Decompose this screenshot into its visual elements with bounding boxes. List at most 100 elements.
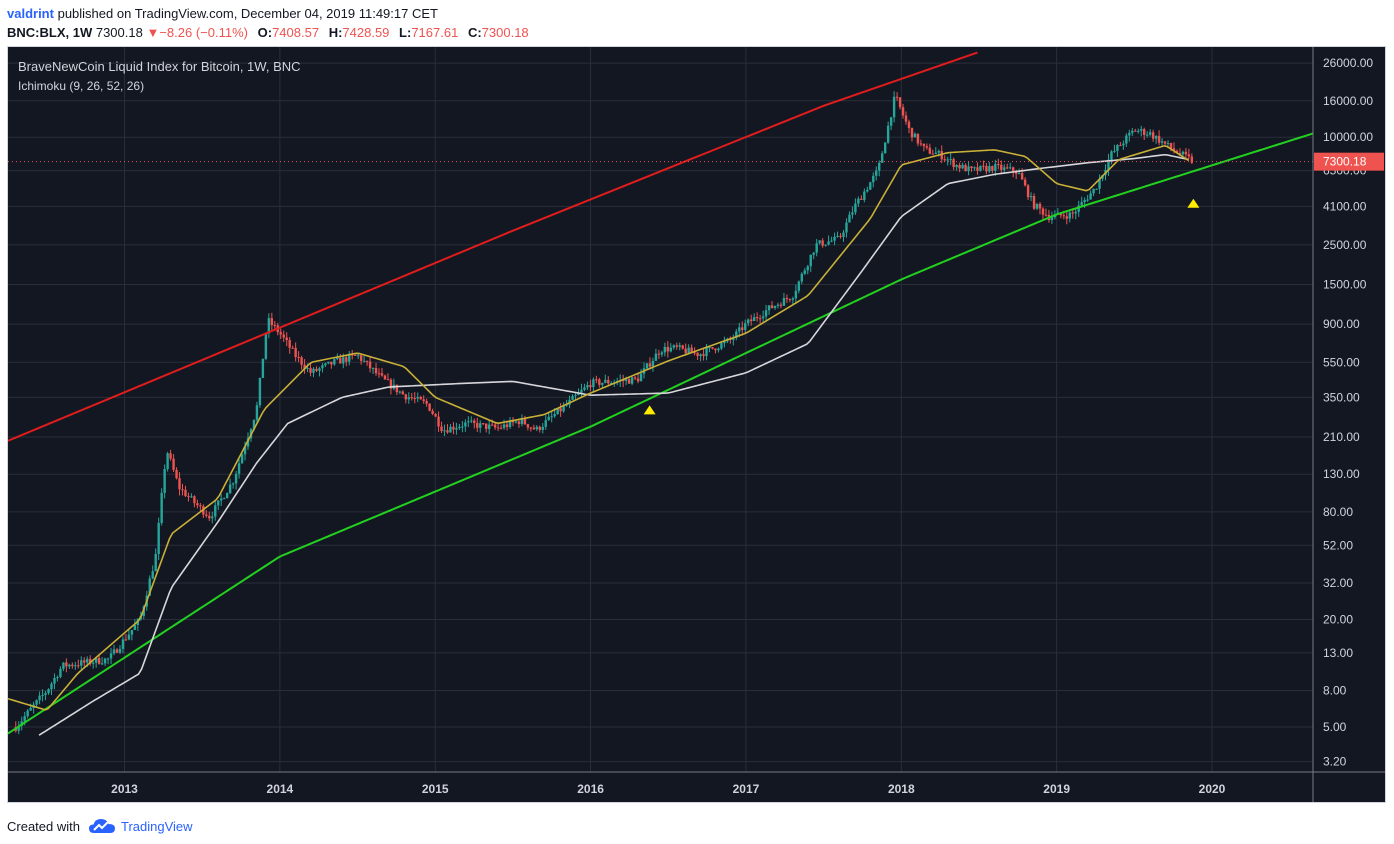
candle-body xyxy=(264,333,268,359)
candle-body xyxy=(336,357,339,360)
last-price: 7300.18 xyxy=(95,25,143,40)
candle-body xyxy=(240,454,244,464)
candle-body xyxy=(71,664,74,667)
candle-body xyxy=(321,365,324,369)
candle-body xyxy=(294,347,297,358)
candle-body xyxy=(196,503,199,506)
candle-body xyxy=(1065,216,1068,219)
candle-body xyxy=(86,658,89,663)
author-link[interactable]: valdrint xyxy=(7,6,54,21)
candle-body xyxy=(220,498,223,501)
candle-body xyxy=(711,347,714,349)
candle-body xyxy=(735,331,738,339)
candle-body xyxy=(1029,195,1033,198)
y-tick-label: 3.20 xyxy=(1323,755,1347,769)
y-tick-label: 8.00 xyxy=(1323,684,1347,698)
candle-body xyxy=(1157,135,1161,143)
candle-body xyxy=(979,165,982,171)
candle-body xyxy=(812,252,815,255)
candle-body xyxy=(523,418,527,425)
candle-body xyxy=(413,398,416,400)
candle-body xyxy=(744,323,747,330)
candle-body xyxy=(199,505,202,507)
candle-body xyxy=(172,458,175,470)
candle-body xyxy=(1140,129,1143,131)
candle-body xyxy=(577,392,580,396)
candle-body xyxy=(359,355,363,361)
candle-body xyxy=(470,420,473,422)
candle-body xyxy=(827,241,830,245)
candle-body xyxy=(526,424,530,428)
candle-body xyxy=(574,395,577,397)
price-chart[interactable]: 26000.0016000.0010000.006500.004100.0025… xyxy=(8,47,1385,802)
triangle-marker xyxy=(643,405,656,415)
candle-body xyxy=(208,515,211,519)
candle-body xyxy=(356,355,360,357)
x-tick-label: 2013 xyxy=(111,782,138,796)
candle-body xyxy=(1122,143,1125,146)
candle-body xyxy=(1092,188,1095,194)
candle-body xyxy=(770,305,774,309)
candle-body xyxy=(621,379,625,381)
candle-body xyxy=(303,364,306,369)
candle-body xyxy=(258,377,262,406)
candle-body xyxy=(663,346,667,353)
grid xyxy=(8,47,1385,802)
candle-body xyxy=(910,127,914,138)
candle-body xyxy=(988,166,991,172)
candle-body xyxy=(62,662,65,669)
candle-body xyxy=(351,354,354,356)
candle-body xyxy=(252,419,256,430)
candle-body xyxy=(1014,171,1018,174)
candle-body xyxy=(758,318,762,320)
candle-body xyxy=(982,165,985,167)
candle-body xyxy=(234,473,238,484)
candle-body xyxy=(678,345,681,347)
open-value: 7408.57 xyxy=(272,25,320,40)
candle-body xyxy=(1086,199,1089,201)
candle-body xyxy=(231,483,235,485)
candle-body xyxy=(946,159,949,161)
candle-body xyxy=(1175,150,1179,153)
candle-body xyxy=(288,340,291,348)
candle-body xyxy=(872,175,875,183)
candle-body xyxy=(190,496,193,498)
y-tick-label: 4100.00 xyxy=(1323,199,1367,213)
candle-body xyxy=(964,164,967,172)
candle-body xyxy=(529,427,533,429)
candle-body xyxy=(955,164,958,168)
candle-body xyxy=(672,345,675,348)
candle-body xyxy=(23,716,26,722)
candle-body xyxy=(630,377,634,384)
candle-body xyxy=(863,191,866,200)
candle-body xyxy=(193,496,196,504)
candle-body xyxy=(800,273,804,282)
candle-body xyxy=(991,166,994,171)
candle-body xyxy=(511,420,515,423)
chart-panel[interactable]: 26000.00 16000.00 10000.00 6500.00 4100.00 25… xyxy=(7,46,1386,803)
candle-body xyxy=(931,153,935,155)
candle-body xyxy=(461,426,464,428)
y-tick-label: 900.00 xyxy=(1323,317,1360,331)
tradingview-brand-link[interactable]: TradingView xyxy=(121,819,193,834)
candle-body xyxy=(496,427,500,429)
candle-body xyxy=(1009,167,1012,169)
candle-body xyxy=(607,379,610,384)
candle-body xyxy=(866,189,869,192)
candle-body xyxy=(217,500,220,506)
candle-body xyxy=(205,514,208,516)
candle-body xyxy=(160,492,163,523)
candle-body xyxy=(327,361,330,364)
indicator-label[interactable]: Ichimoku (9, 26, 52, 26) xyxy=(18,79,145,93)
candle-body xyxy=(443,430,446,432)
candle-body xyxy=(994,163,997,171)
candle-body xyxy=(1006,167,1009,169)
candle-body xyxy=(419,396,422,400)
candle-body xyxy=(651,360,655,367)
candle-body xyxy=(44,693,47,695)
candle-body xyxy=(708,347,711,349)
candle-body xyxy=(967,166,970,172)
candle-body xyxy=(285,337,288,341)
candle-body xyxy=(696,352,699,357)
candle-body xyxy=(776,304,780,306)
